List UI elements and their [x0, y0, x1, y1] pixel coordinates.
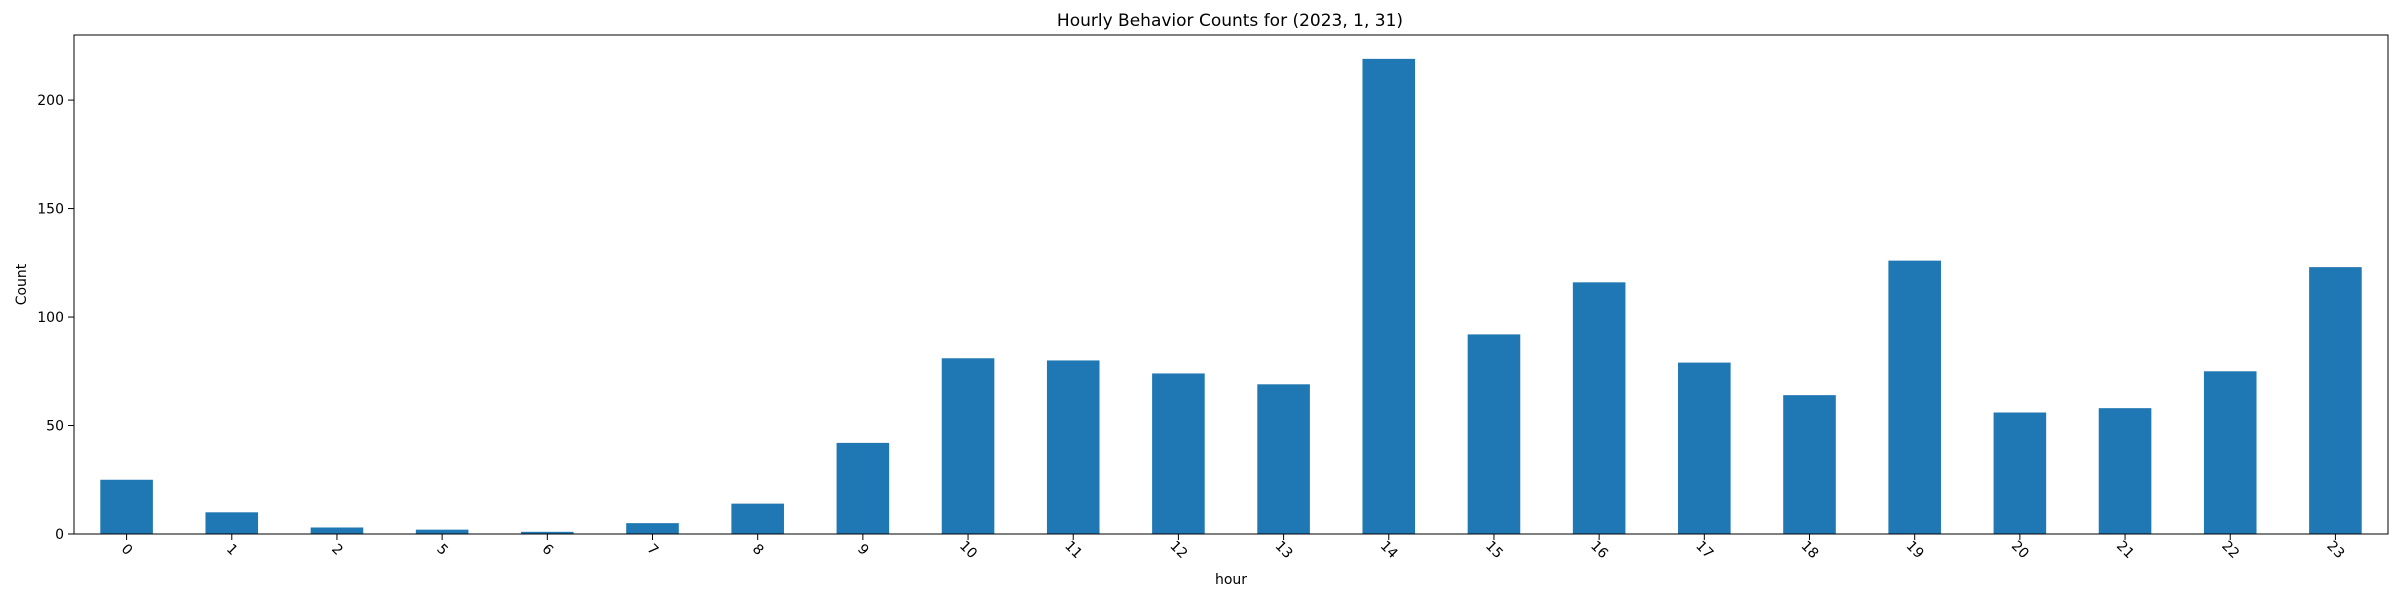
bar-hour-23 — [2309, 267, 2362, 534]
bar-hour-1 — [205, 512, 259, 534]
bar-hour-10 — [941, 358, 995, 534]
y-axis-label: Count — [14, 263, 30, 305]
y-tick-label: 50 — [46, 419, 64, 435]
bar-hour-22 — [2203, 371, 2257, 534]
bar-hour-12 — [1152, 373, 1205, 534]
bar-hour-18 — [1783, 395, 1836, 534]
bar-hour-14 — [1362, 58, 1416, 534]
bar-hour-2 — [310, 527, 364, 534]
bar-hour-19 — [1888, 260, 1941, 534]
bar-hour-8 — [731, 503, 784, 534]
bar-hour-21 — [2098, 408, 2152, 534]
y-tick-label: 200 — [37, 93, 64, 109]
bar-hour-17 — [1678, 362, 1731, 534]
bar-hour-5 — [415, 529, 469, 534]
x-axis-label: hour — [1215, 572, 1247, 588]
bar-hour-15 — [1467, 334, 1521, 534]
bar-hour-9 — [836, 442, 890, 534]
y-tick-label: 100 — [37, 310, 64, 326]
bar-hour-7 — [626, 523, 679, 534]
bar-hour-0 — [100, 479, 153, 534]
bar-hour-11 — [1046, 360, 1100, 534]
bar-hour-16 — [1572, 282, 1626, 534]
y-tick-label: 150 — [37, 202, 64, 218]
bar-hour-6 — [521, 531, 574, 534]
y-axis-ticks: 0 50 100 150 200 — [37, 93, 74, 543]
chart-title: Hourly Behavior Counts for (2023, 1, 31) — [1057, 11, 1403, 31]
y-tick-label: 0 — [55, 527, 64, 543]
bar-hour-20 — [1993, 412, 2047, 534]
bar-hour-13 — [1257, 384, 1310, 534]
plot-frame — [73, 34, 2389, 535]
bars — [100, 58, 2362, 534]
